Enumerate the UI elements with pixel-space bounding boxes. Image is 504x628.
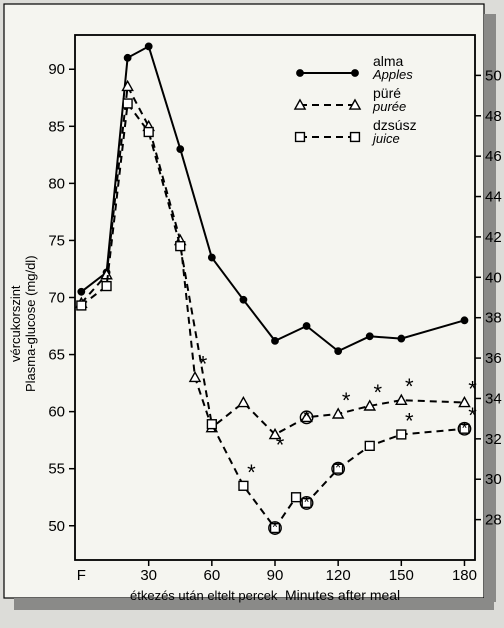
y-right-tick-label: 42 xyxy=(485,229,502,246)
y-right-tick-label: 48 xyxy=(485,108,502,125)
y-right-tick-label: 32 xyxy=(485,431,502,448)
marker-square xyxy=(77,301,86,310)
chart-container: 50 55 60 65 70 75 80 85 90 28 30 32 34 36 38 40 42 44 46 48… xyxy=(0,0,504,628)
svg-text:Plasma-glucose (mg/dl): Plasma-glucose (mg/dl) xyxy=(23,255,38,392)
significance-star: * xyxy=(405,374,414,399)
x-tick-label: 90 xyxy=(267,567,284,584)
y-left-tick-label: 55 xyxy=(48,461,65,478)
x-axis-title-en: Minutes after meal xyxy=(285,587,400,603)
y-right-tick-label: 50 xyxy=(485,67,502,84)
legend-label-en-puree: purée xyxy=(372,99,406,114)
significance-star: * xyxy=(276,432,285,457)
marker-circle xyxy=(124,54,131,61)
marker-square xyxy=(292,493,301,502)
svg-text:*: * xyxy=(272,520,278,537)
marker-circle xyxy=(272,337,279,344)
y-left-tick-label: 65 xyxy=(48,347,65,364)
svg-text:vércukorszint: vércukorszint xyxy=(8,285,23,362)
marker-square xyxy=(176,242,185,251)
y-left-tick-label: 70 xyxy=(48,290,65,307)
marker-circle xyxy=(78,288,85,295)
marker-square xyxy=(144,128,153,137)
marker-circle xyxy=(461,317,468,324)
x-tick-label: 60 xyxy=(203,567,220,584)
y-right-tick-label: 44 xyxy=(485,189,502,206)
marker-square xyxy=(102,282,111,291)
marker-circle xyxy=(297,70,304,77)
marker-square xyxy=(123,99,132,108)
svg-text:*: * xyxy=(461,420,467,437)
y-right-tick-label: 46 xyxy=(485,148,502,165)
y-right-tick-label: 40 xyxy=(485,269,502,286)
y-right-tick-label: 28 xyxy=(485,512,502,529)
y-right-tick-label: 30 xyxy=(485,471,502,488)
x-axis-title-hu: étkezés után eltelt percek xyxy=(130,588,278,603)
significance-star: * xyxy=(468,403,477,428)
legend-label-en-juice: juice xyxy=(371,131,400,146)
chart-svg: 50 55 60 65 70 75 80 85 90 28 30 32 34 36 38 40 42 44 46 48… xyxy=(0,0,504,628)
svg-text:*: * xyxy=(335,460,341,477)
marker-square xyxy=(207,420,216,429)
marker-square xyxy=(351,133,360,142)
y-left-tick-label: 75 xyxy=(48,232,65,249)
marker-circle xyxy=(208,254,215,261)
y-right-tick-label: 38 xyxy=(485,310,502,327)
marker-circle xyxy=(366,333,373,340)
marker-square xyxy=(296,133,305,142)
y-right-tick-label: 36 xyxy=(485,350,502,367)
marker-circle xyxy=(240,296,247,303)
marker-circle xyxy=(303,323,310,330)
marker-circle xyxy=(177,146,184,153)
significance-star: * xyxy=(405,408,414,433)
significance-star: * xyxy=(247,460,256,485)
svg-text:*: * xyxy=(303,409,309,426)
x-tick-label: 120 xyxy=(326,567,351,584)
marker-circle xyxy=(335,348,342,355)
marker-circle xyxy=(145,43,152,50)
y-left-tick-label: 85 xyxy=(48,118,65,135)
significance-star: * xyxy=(373,380,382,405)
y-right-tick-label: 34 xyxy=(485,390,502,407)
y-left-tick-label: 90 xyxy=(48,61,65,78)
y-left-tick-label: 80 xyxy=(48,175,65,192)
marker-circle xyxy=(398,335,405,342)
x-tick-label: 150 xyxy=(389,567,414,584)
marker-square xyxy=(365,441,374,450)
marker-circle xyxy=(352,70,359,77)
x-tick-f-label: F xyxy=(77,567,86,584)
legend-label-en-apples: Apples xyxy=(372,67,413,82)
significance-star: * xyxy=(468,377,477,402)
x-tick-label: 180 xyxy=(452,567,477,584)
y-left-tick-label: 60 xyxy=(48,404,65,421)
svg-text:*: * xyxy=(303,494,309,511)
significance-star: * xyxy=(342,388,351,413)
x-tick-label: 30 xyxy=(140,567,157,584)
y-left-tick-label: 50 xyxy=(48,518,65,535)
